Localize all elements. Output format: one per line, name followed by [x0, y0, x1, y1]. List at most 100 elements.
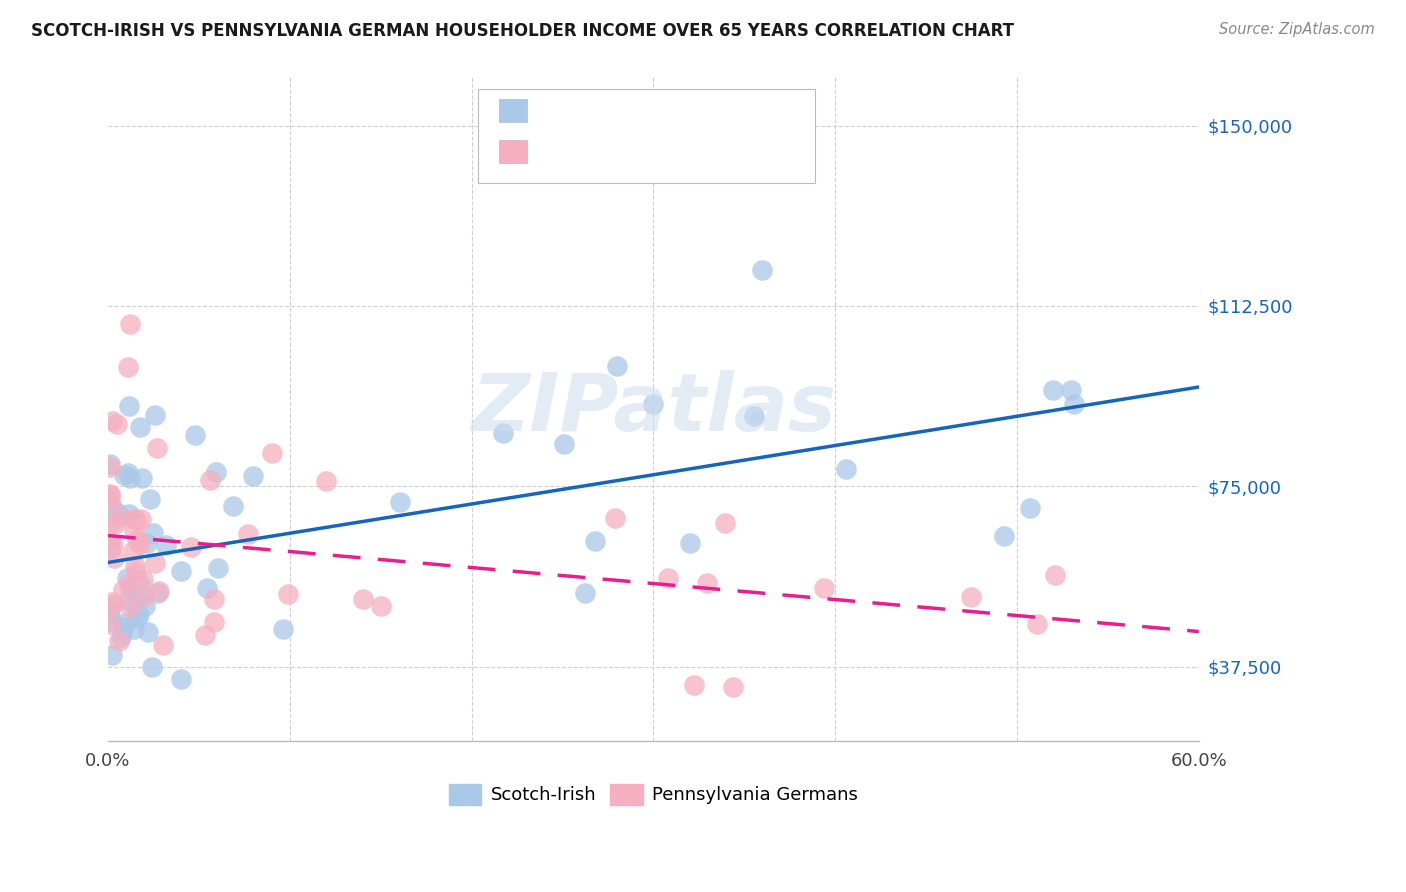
Point	[583, 534, 606, 549]
Point	[101, 599, 124, 613]
Point	[127, 589, 149, 603]
Point	[260, 445, 283, 459]
Point	[112, 468, 135, 483]
Point	[118, 508, 141, 522]
Point	[98, 457, 121, 471]
Point	[129, 537, 152, 551]
Point	[125, 533, 148, 547]
Point	[98, 536, 121, 550]
Point	[100, 614, 122, 628]
Point	[100, 500, 122, 515]
Text: SCOTCH-IRISH VS PENNSYLVANIA GERMAN HOUSEHOLDER INCOME OVER 65 YEARS CORRELATION: SCOTCH-IRISH VS PENNSYLVANIA GERMAN HOUS…	[31, 22, 1014, 40]
Point	[128, 607, 150, 622]
Text: R = -0.277    N = 58: R = -0.277 N = 58	[541, 143, 724, 161]
Point	[389, 495, 412, 509]
Point	[603, 511, 626, 525]
Point	[834, 462, 856, 476]
Point	[111, 620, 134, 634]
Point	[714, 516, 737, 531]
Point	[574, 586, 596, 600]
Point	[100, 516, 122, 530]
Point	[179, 540, 201, 554]
Point	[125, 513, 148, 527]
Point	[125, 611, 148, 625]
Point	[122, 524, 145, 538]
Point	[117, 593, 139, 607]
Point	[105, 417, 128, 431]
Point	[108, 510, 131, 524]
Point	[813, 582, 835, 596]
Point	[111, 583, 134, 598]
Point	[136, 535, 159, 549]
Point	[679, 536, 702, 550]
Point	[111, 626, 134, 640]
Point	[120, 599, 142, 614]
Point	[124, 558, 146, 573]
Legend: Scotch-Irish, Pennsylvania Germans: Scotch-Irish, Pennsylvania Germans	[441, 777, 865, 812]
Point	[492, 426, 515, 441]
Point	[1043, 567, 1066, 582]
Point	[744, 409, 766, 424]
Point	[118, 580, 141, 594]
Point	[1042, 383, 1064, 397]
Point	[114, 615, 136, 630]
Point	[101, 595, 124, 609]
Point	[98, 607, 121, 621]
Point	[242, 468, 264, 483]
Point	[131, 572, 153, 586]
Point	[1019, 501, 1042, 516]
Text: Source: ZipAtlas.com: Source: ZipAtlas.com	[1219, 22, 1375, 37]
Point	[98, 486, 121, 500]
Point	[103, 538, 125, 552]
Point	[128, 576, 150, 591]
Point	[98, 536, 121, 550]
Point	[143, 557, 166, 571]
Point	[1060, 383, 1083, 397]
Point	[183, 428, 205, 442]
Point	[98, 541, 121, 556]
Point	[98, 460, 121, 475]
Point	[131, 471, 153, 485]
Point	[1025, 617, 1047, 632]
Point	[129, 420, 152, 434]
Point	[118, 399, 141, 413]
Point	[129, 512, 152, 526]
Point	[142, 526, 165, 541]
Point	[122, 512, 145, 526]
Point	[236, 526, 259, 541]
Point	[146, 441, 169, 455]
Point	[148, 583, 170, 598]
Point	[202, 592, 225, 607]
Point	[101, 648, 124, 663]
Point	[696, 575, 718, 590]
Point	[136, 624, 159, 639]
Point	[170, 672, 193, 686]
Point	[315, 475, 337, 489]
Point	[124, 599, 146, 614]
Point	[120, 317, 142, 331]
Point	[155, 539, 177, 553]
Point	[117, 466, 139, 480]
Point	[553, 437, 575, 451]
Point	[138, 492, 160, 507]
Point	[118, 576, 141, 591]
Point	[134, 599, 156, 614]
Point	[193, 628, 215, 642]
Point	[98, 492, 121, 507]
Point	[202, 615, 225, 629]
Point	[98, 487, 121, 501]
Text: ZIPatlas: ZIPatlas	[471, 370, 837, 449]
Point	[120, 471, 142, 485]
Point	[117, 571, 139, 585]
Point	[132, 590, 155, 604]
Point	[107, 507, 129, 521]
Point	[682, 678, 704, 692]
Point	[751, 262, 773, 277]
Point	[98, 601, 121, 615]
Point	[107, 634, 129, 648]
Point	[125, 565, 148, 579]
Point	[198, 473, 221, 487]
Point	[643, 397, 665, 411]
Point	[143, 409, 166, 423]
Text: R =  0.290    N = 62: R = 0.290 N = 62	[541, 103, 723, 120]
